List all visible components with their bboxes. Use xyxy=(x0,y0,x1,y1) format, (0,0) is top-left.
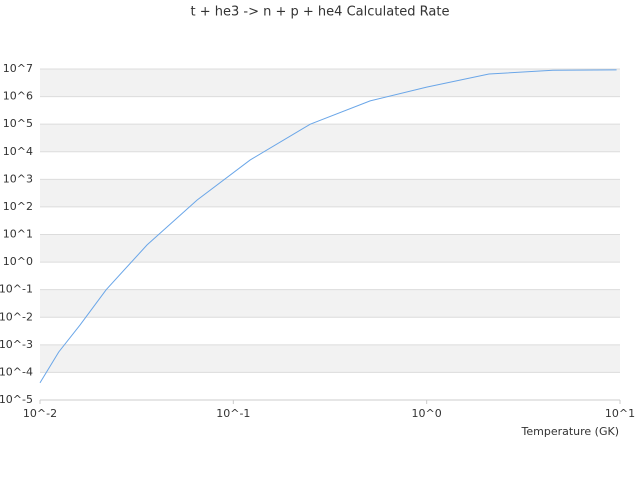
y-tick-label: 10^-4 xyxy=(0,365,33,378)
y-tick-label: 10^5 xyxy=(3,117,33,130)
x-tick-label: 10^0 xyxy=(412,407,442,420)
x-tick-label: 10^-1 xyxy=(216,407,250,420)
grid-band xyxy=(40,234,620,263)
grid-band xyxy=(40,124,620,152)
grid-band xyxy=(40,289,620,318)
grid-band xyxy=(40,179,620,207)
y-tick-label: 10^-2 xyxy=(0,310,33,323)
y-tick-label: 10^-3 xyxy=(0,338,33,351)
y-tick-label: 10^-5 xyxy=(0,393,33,406)
grid-band xyxy=(40,344,620,373)
y-tick-label: 10^3 xyxy=(3,172,33,185)
grid-band xyxy=(40,69,620,97)
y-tick-label: 10^4 xyxy=(3,145,33,158)
y-tick-label: 10^2 xyxy=(3,200,33,213)
x-tick-label: 10^-2 xyxy=(23,407,57,420)
y-tick-label: 10^-1 xyxy=(0,283,33,296)
y-tick-label: 10^7 xyxy=(3,62,33,75)
x-axis-label: Temperature (GK) xyxy=(521,425,620,438)
data-line xyxy=(39,69,617,384)
y-tick-label: 10^1 xyxy=(3,228,33,241)
y-tick-label: 10^6 xyxy=(3,90,33,103)
y-tick-label: 10^0 xyxy=(3,255,33,268)
chart-title: t + he3 -> n + p + he4 Calculated Rate xyxy=(191,5,450,20)
x-tick-label: 10^1 xyxy=(605,407,635,420)
